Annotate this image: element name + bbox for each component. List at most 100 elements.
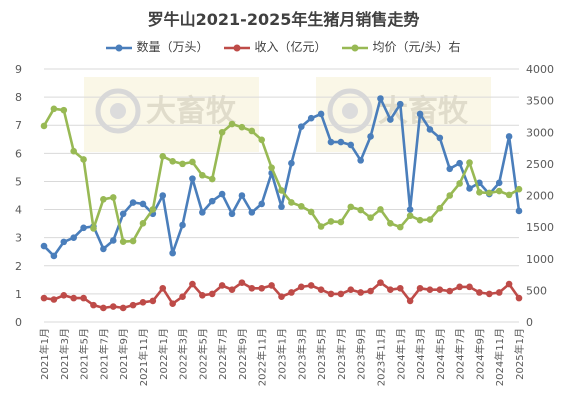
series-2-point <box>406 297 414 305</box>
series-2-point <box>149 297 157 305</box>
y-left-tick-label: 3 <box>15 232 22 245</box>
series-3-point <box>80 156 87 163</box>
series-3-point <box>40 122 48 130</box>
series-3-point <box>228 120 236 128</box>
y-right-tick-label: 2500 <box>526 158 554 171</box>
x-tick-label: 2022年11月 <box>256 328 269 386</box>
series-2-point <box>416 284 424 292</box>
series-3-point <box>357 206 364 214</box>
series-3-point <box>258 136 266 144</box>
series-2-point <box>208 290 216 298</box>
y-left-tick-label: 8 <box>15 91 22 104</box>
x-tick-label: 2021年5月 <box>78 328 91 380</box>
series-2-point <box>297 283 305 291</box>
series-1-point <box>495 179 503 187</box>
series-1-point <box>426 126 434 133</box>
series-1-point <box>60 238 68 246</box>
series-3-point <box>268 164 275 171</box>
series-3-point <box>505 191 513 199</box>
series-2-point <box>446 287 454 295</box>
series-1-point <box>466 185 473 192</box>
series-3-point <box>199 171 206 179</box>
series-2-point <box>317 286 325 293</box>
series-3-point <box>60 106 68 114</box>
y-right-tick-label: 4000 <box>526 63 554 76</box>
series-2-point <box>288 289 295 296</box>
series-1-point <box>446 165 454 173</box>
legend-swatch-icon <box>106 44 133 51</box>
x-tick-label: 2024年9月 <box>473 328 486 380</box>
series-2-point <box>119 304 127 312</box>
series-2-point <box>387 286 394 293</box>
series-1-point <box>169 249 176 257</box>
series-3-point <box>486 189 493 197</box>
x-tick-label: 2021年7月 <box>97 328 110 380</box>
x-tick-label: 2022年7月 <box>216 328 229 380</box>
legend-label: 均价（元/头）右 <box>372 40 461 54</box>
series-1-point <box>179 221 186 229</box>
series-3-point <box>149 206 157 213</box>
series-1-point <box>119 210 127 218</box>
watermark-2: 大畜牧 <box>316 77 491 152</box>
series-2-point <box>495 289 503 296</box>
series-2-point <box>367 287 374 295</box>
series-2-point <box>268 282 275 289</box>
series-1-point <box>40 242 48 250</box>
series-3-point <box>119 238 127 245</box>
legend-swatch-icon <box>342 44 369 51</box>
series-1-point <box>109 237 117 244</box>
series-1-point <box>159 192 167 199</box>
series-2-point <box>377 279 384 286</box>
series-2-point <box>100 304 107 312</box>
series-1-point <box>515 207 523 215</box>
legend-item-1: 数量（万头） <box>106 38 208 55</box>
series-2-point <box>90 301 97 309</box>
series-2-point <box>476 289 483 296</box>
series-3-point <box>416 216 424 224</box>
series-3-point <box>129 237 137 245</box>
series-3-point <box>100 195 107 203</box>
x-tick-label: 2021年1月 <box>38 328 51 380</box>
series-2-point <box>347 286 355 293</box>
x-tick-label: 2023年3月 <box>295 328 308 380</box>
x-tick-label: 2025年1月 <box>513 328 526 380</box>
series-2-point <box>228 286 236 293</box>
series-2-point <box>426 286 434 293</box>
series-3-point <box>456 180 463 187</box>
series-1-point <box>189 175 196 182</box>
series-3-point <box>248 127 256 135</box>
series-2-point <box>307 282 315 289</box>
series-2-point <box>456 283 463 291</box>
series-3-point <box>297 202 305 210</box>
y-right-tick-label: 3500 <box>526 95 554 108</box>
series-1-point <box>416 110 424 118</box>
series-1-point <box>456 159 463 167</box>
series-3-point <box>387 220 394 227</box>
series-2-point <box>199 291 206 299</box>
series-2-point <box>515 294 523 302</box>
y-left-tick-label: 4 <box>15 204 22 217</box>
series-3-point <box>179 160 186 168</box>
series-1-point <box>70 234 77 241</box>
series-1-point <box>347 141 355 149</box>
y-right-tick-label: 500 <box>526 284 547 297</box>
series-2-point <box>159 284 167 292</box>
x-tick-label: 2023年9月 <box>355 328 368 380</box>
x-tick-label: 2024年3月 <box>414 328 427 380</box>
series-2-point <box>248 284 256 292</box>
x-tick-label: 2022年9月 <box>236 328 249 380</box>
series-3-point <box>327 218 335 225</box>
series-2-point <box>337 290 345 298</box>
series-3-point <box>337 218 345 226</box>
series-2-point <box>218 282 226 289</box>
series-2-point <box>169 300 176 308</box>
series-3-point <box>70 147 77 155</box>
y-right-tick-label: 2000 <box>526 190 554 203</box>
series-3-point <box>476 189 483 196</box>
series-3-point <box>367 214 374 221</box>
watermark-1: 大畜牧 <box>84 77 259 152</box>
series-1-point <box>396 100 404 108</box>
x-tick-label: 2022年1月 <box>157 328 170 380</box>
